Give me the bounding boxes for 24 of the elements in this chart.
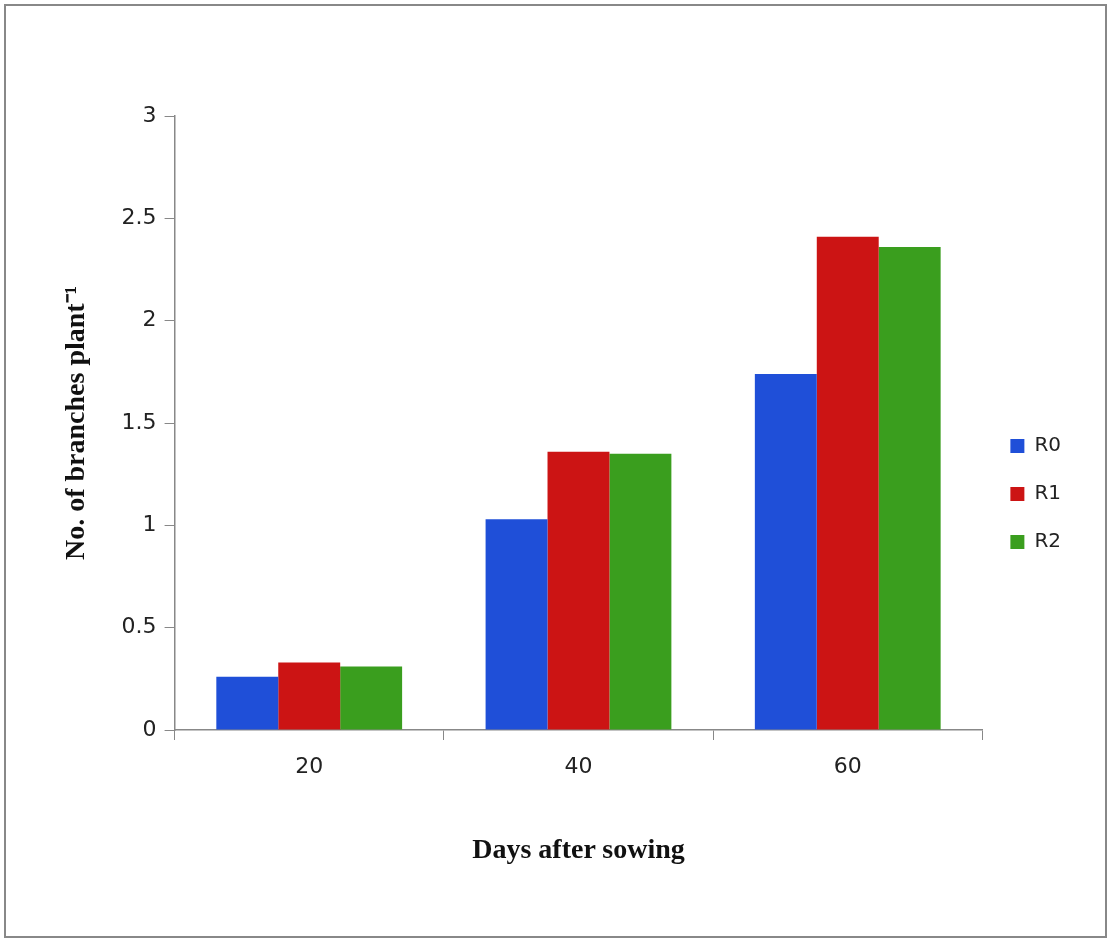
x-tick-label: 20 bbox=[295, 752, 324, 778]
bar bbox=[278, 662, 341, 730]
y-tick-label: 2 bbox=[142, 306, 157, 332]
bar bbox=[485, 519, 548, 730]
bar bbox=[878, 246, 941, 730]
bar bbox=[754, 373, 817, 730]
y-tick-label: 1.5 bbox=[121, 408, 157, 434]
legend-label: R1 bbox=[1034, 480, 1061, 505]
bar bbox=[816, 236, 879, 730]
x-tick-label: 60 bbox=[833, 752, 862, 778]
y-tick-label: 0.5 bbox=[121, 613, 157, 639]
legend-label: R2 bbox=[1034, 528, 1061, 553]
y-axis-title: No. of branches plant⁻¹ bbox=[59, 285, 91, 561]
x-axis-title: Days after sowing bbox=[472, 833, 685, 865]
y-tick-label: 0 bbox=[142, 715, 157, 741]
bar bbox=[340, 666, 403, 730]
y-tick-label: 3 bbox=[142, 101, 157, 127]
x-tick-label: 40 bbox=[564, 752, 593, 778]
y-tick-label: 1 bbox=[142, 511, 157, 537]
legend-label: R0 bbox=[1034, 432, 1061, 457]
y-tick-label: 2.5 bbox=[121, 204, 157, 230]
bar bbox=[547, 451, 610, 730]
bar bbox=[609, 453, 672, 730]
bar bbox=[216, 676, 279, 730]
